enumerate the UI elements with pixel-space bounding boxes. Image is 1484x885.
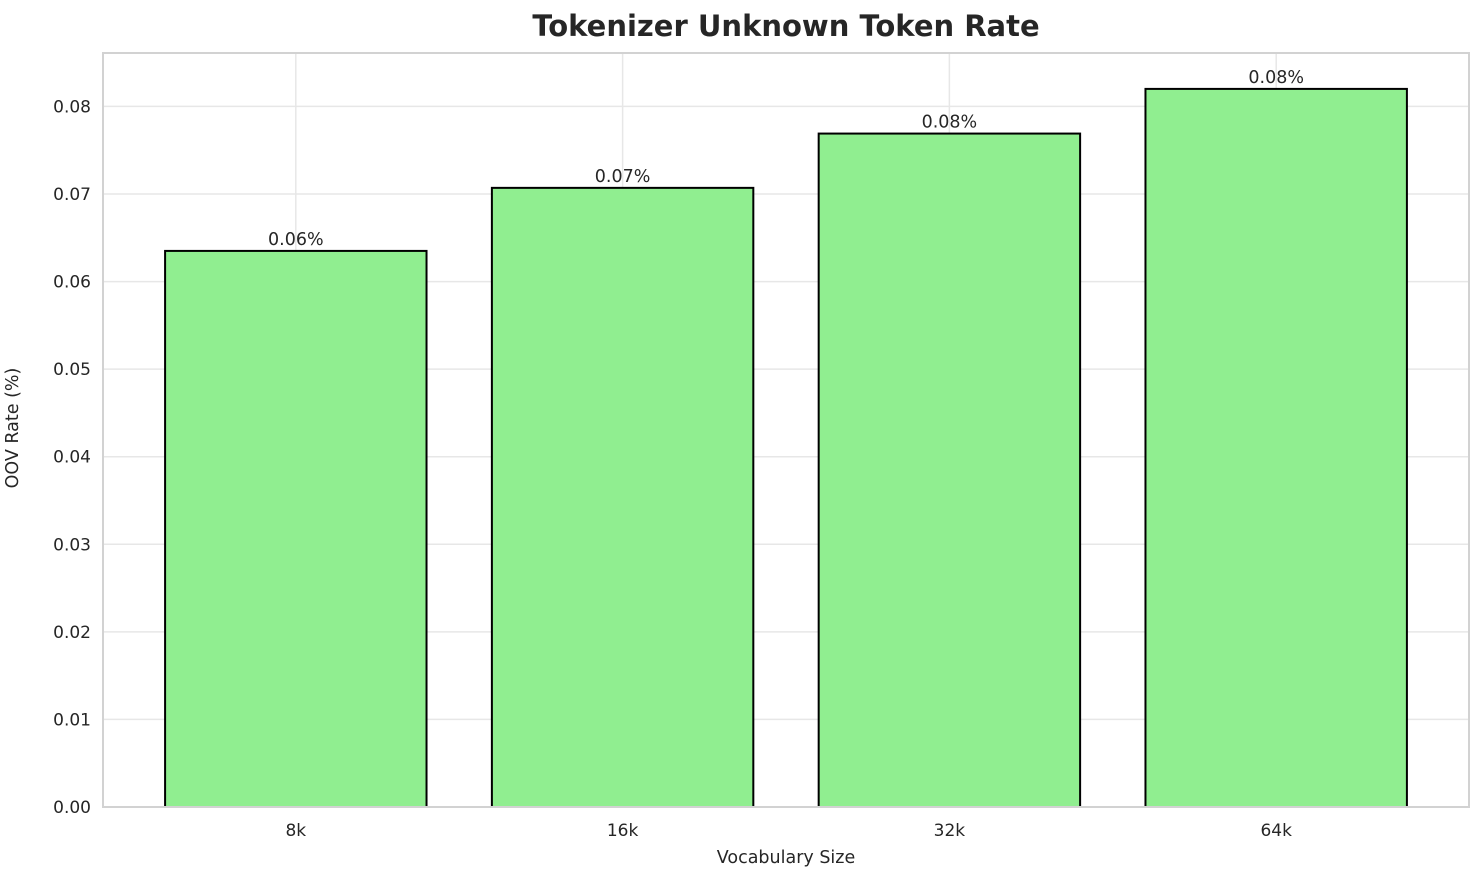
bar-value-label: 0.08% — [1248, 68, 1304, 88]
y-tick-label: 0.03 — [53, 535, 91, 555]
bar-64k — [1144, 87, 1408, 808]
x-tick-label: 32k — [934, 821, 966, 841]
bar-value-label: 0.08% — [922, 113, 978, 133]
bar-32k — [817, 132, 1082, 809]
y-tick-label: 0.08 — [53, 97, 91, 117]
x-tick-label: 64k — [1260, 821, 1292, 841]
bar-value-label: 0.06% — [268, 230, 324, 250]
y-tick-label: 0.07 — [53, 185, 91, 205]
y-tick-label: 0.02 — [53, 623, 91, 643]
y-tick-label: 0.00 — [53, 798, 91, 818]
x-tick-label: 16k — [607, 821, 639, 841]
x-axis-label: Vocabulary Size — [716, 848, 856, 868]
y-tick-label: 0.01 — [53, 710, 91, 730]
bar-value-label: 0.07% — [595, 167, 651, 187]
bar-16k — [490, 186, 755, 808]
bar-8k — [164, 249, 428, 808]
y-tick-label: 0.06 — [53, 273, 91, 293]
plot-spine — [102, 52, 1470, 808]
chart-title: Tokenizer Unknown Token Rate — [532, 9, 1040, 43]
x-tick-label: 8k — [285, 821, 306, 841]
y-tick-label: 0.05 — [53, 360, 91, 380]
y-tick-label: 0.04 — [53, 448, 91, 468]
